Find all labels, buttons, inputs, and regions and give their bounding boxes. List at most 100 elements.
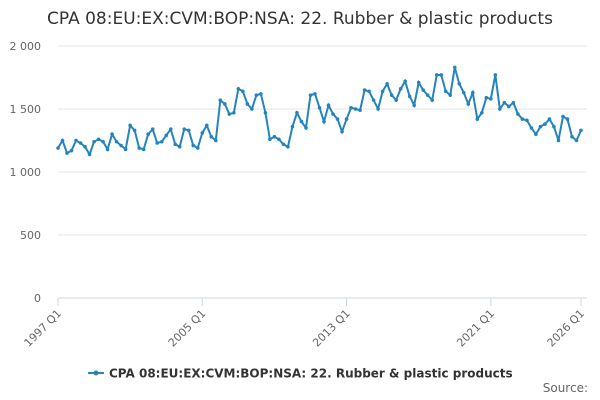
data-point [556, 138, 561, 143]
data-point [313, 92, 317, 96]
data-point [434, 73, 439, 77]
data-point [164, 133, 169, 138]
data-point [443, 89, 448, 94]
data-point [335, 117, 340, 121]
data-point [200, 131, 205, 135]
data-point [470, 90, 475, 95]
data-point [412, 103, 416, 108]
data-point [191, 143, 196, 148]
data-point [92, 139, 96, 144]
data-point [204, 123, 209, 128]
data-point [159, 139, 164, 144]
y-tick-label: 1 500 [10, 103, 42, 116]
data-point [421, 88, 425, 92]
data-point [83, 145, 87, 149]
data-point [250, 107, 254, 111]
data-point [56, 146, 60, 150]
data-point [425, 93, 430, 97]
data-point [579, 128, 583, 133]
data-point [263, 110, 268, 115]
data-point [371, 98, 376, 102]
data-point [461, 90, 466, 95]
data-point [259, 92, 263, 96]
chart-title: CPA 08:EU:EX:CVM:BOP:NSA: 22. Rubber & p… [47, 9, 553, 29]
data-point [254, 93, 259, 97]
data-point [403, 79, 407, 84]
data-point [448, 93, 453, 97]
data-point [349, 105, 353, 110]
data-point [493, 73, 498, 77]
data-point [78, 141, 83, 145]
data-point [538, 124, 543, 129]
data-point [173, 142, 178, 147]
data-point [236, 87, 241, 91]
data-point [317, 105, 322, 110]
data-point [344, 117, 349, 121]
data-point [389, 93, 394, 97]
x-tick-label: 2026 Q1 [545, 307, 588, 350]
data-point [525, 118, 529, 123]
legend-marker [93, 370, 99, 376]
data-point [489, 97, 493, 101]
data-point [241, 89, 245, 94]
data-point [380, 89, 385, 94]
data-point [367, 89, 371, 94]
x-tick-label: 2013 Q1 [310, 307, 353, 350]
data-point [362, 88, 367, 92]
data-point [268, 137, 272, 142]
data-point [186, 128, 191, 133]
data-point [547, 117, 552, 121]
x-tick-label: 2021 Q1 [454, 307, 497, 350]
data-point [529, 126, 534, 130]
data-point [507, 104, 511, 109]
data-point [101, 139, 105, 144]
data-point [155, 141, 159, 145]
data-point [416, 80, 421, 85]
data-point [110, 132, 114, 136]
data-point [561, 114, 565, 119]
data-point [119, 143, 123, 148]
series-line [57, 67, 582, 157]
data-point [218, 98, 223, 102]
data-point [385, 82, 389, 86]
data-point [304, 126, 308, 130]
data-point [534, 132, 538, 136]
data-point [128, 123, 132, 128]
data-point [498, 107, 502, 111]
data-point [227, 112, 232, 116]
data-point [150, 127, 155, 131]
data-point [281, 142, 286, 147]
data-point [295, 110, 299, 115]
data-point [96, 137, 101, 142]
data-point [195, 146, 200, 150]
data-point [272, 134, 277, 139]
data-point [430, 98, 435, 102]
data-point [65, 151, 69, 155]
data-point [475, 117, 480, 121]
data-point [466, 102, 471, 106]
data-point [290, 124, 295, 129]
data-point [286, 145, 290, 149]
data-point [358, 108, 362, 113]
data-point [245, 102, 250, 106]
data-point [353, 107, 358, 111]
data-point [394, 98, 398, 102]
data-point [123, 147, 128, 152]
data-point [209, 134, 214, 139]
data-point [516, 112, 520, 116]
x-tick-label: 1997 Q1 [22, 307, 65, 350]
data-point [331, 112, 335, 116]
source: Source: [543, 381, 588, 395]
data-point [376, 107, 380, 111]
data-point [146, 132, 150, 136]
data-point [340, 129, 344, 134]
data-point [457, 82, 462, 86]
data-point [570, 134, 574, 139]
data-point [407, 94, 412, 99]
data-point [398, 87, 403, 91]
data-point [137, 146, 141, 150]
y-tick-label: 2 000 [10, 40, 42, 53]
data-point [565, 117, 570, 121]
data-point [574, 138, 579, 143]
